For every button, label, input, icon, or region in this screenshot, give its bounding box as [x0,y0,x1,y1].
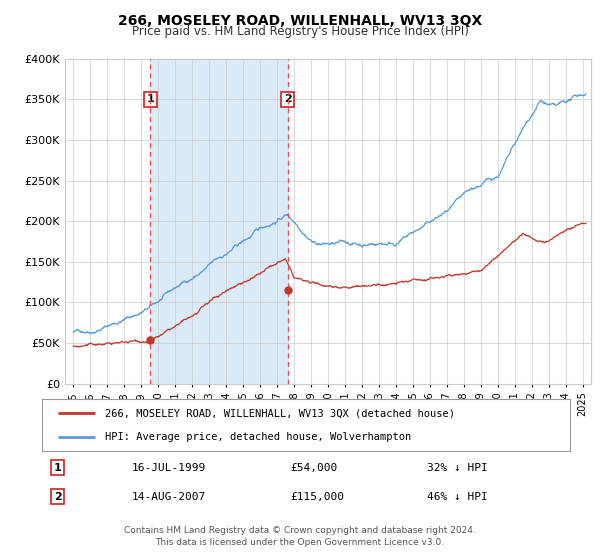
Text: 16-JUL-1999: 16-JUL-1999 [132,463,206,473]
Text: £115,000: £115,000 [290,492,344,502]
Text: 46% ↓ HPI: 46% ↓ HPI [427,492,488,502]
Text: 2: 2 [284,95,292,104]
Text: Price paid vs. HM Land Registry's House Price Index (HPI): Price paid vs. HM Land Registry's House … [131,25,469,38]
Text: 1: 1 [146,95,154,104]
Text: 1: 1 [54,463,62,473]
Text: 14-AUG-2007: 14-AUG-2007 [132,492,206,502]
Text: £54,000: £54,000 [290,463,337,473]
Text: HPI: Average price, detached house, Wolverhampton: HPI: Average price, detached house, Wolv… [106,432,412,442]
Text: 32% ↓ HPI: 32% ↓ HPI [427,463,488,473]
Bar [151,59,287,384]
Text: 2: 2 [54,492,62,502]
Text: 266, MOSELEY ROAD, WILLENHALL, WV13 3QX (detached house): 266, MOSELEY ROAD, WILLENHALL, WV13 3QX … [106,408,455,418]
Text: 266, MOSELEY ROAD, WILLENHALL, WV13 3QX: 266, MOSELEY ROAD, WILLENHALL, WV13 3QX [118,14,482,28]
Text: This data is licensed under the Open Government Licence v3.0.: This data is licensed under the Open Gov… [155,538,445,547]
Text: Contains HM Land Registry data © Crown copyright and database right 2024.: Contains HM Land Registry data © Crown c… [124,526,476,535]
